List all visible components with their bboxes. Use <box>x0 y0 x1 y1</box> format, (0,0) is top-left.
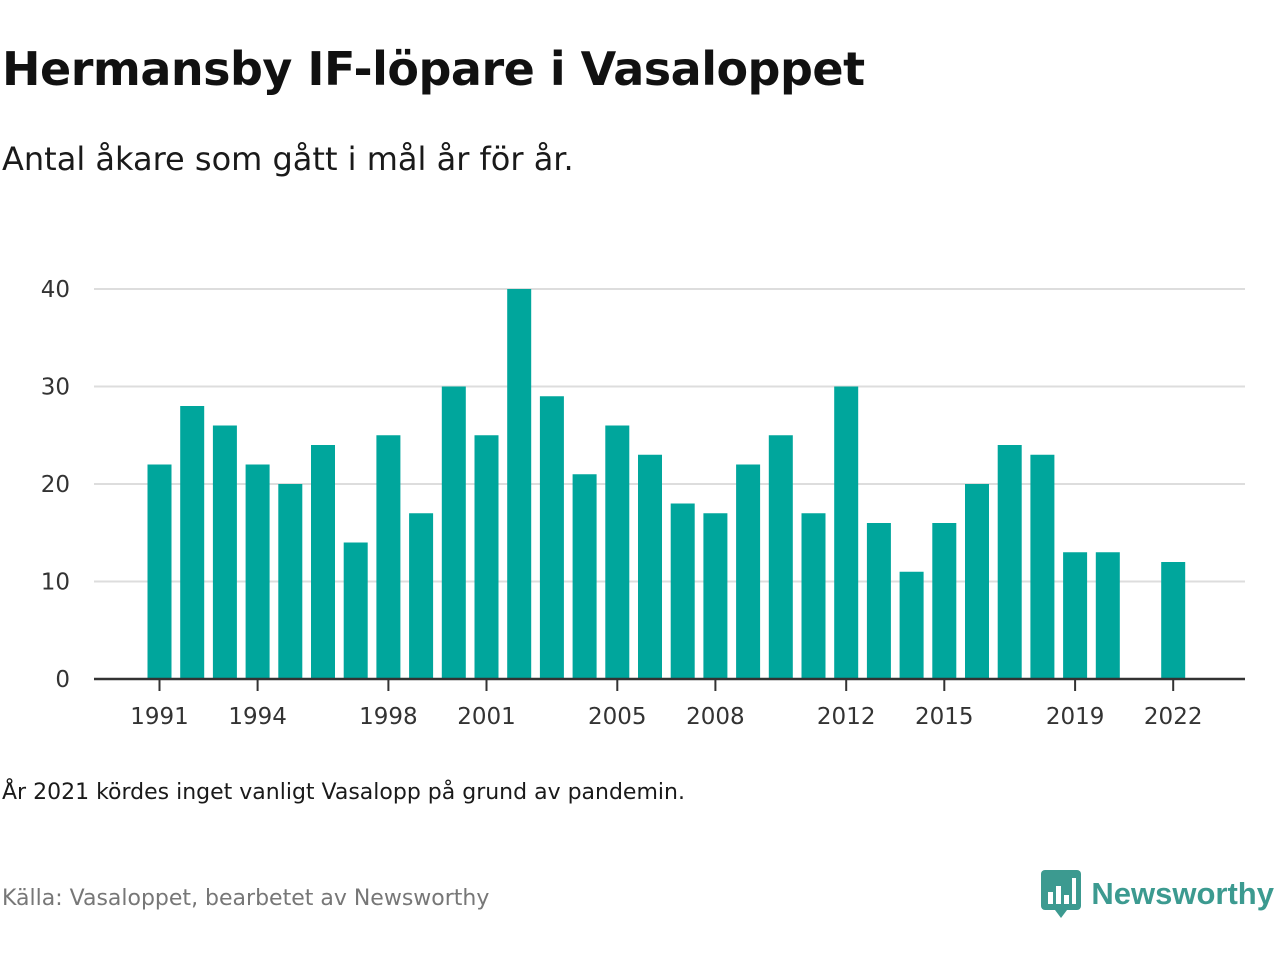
source-note: Källa: Vasaloppet, bearbetet av Newswort… <box>2 886 490 911</box>
bar-2009 <box>736 464 761 679</box>
bar-2008 <box>703 513 728 679</box>
bar-2006 <box>638 454 662 679</box>
brand-name: Newsworthy <box>1091 876 1274 911</box>
bar-1997 <box>343 542 368 679</box>
x-tick-label-2019: 2019 <box>1046 704 1105 730</box>
bar-2017 <box>997 445 1022 679</box>
y-tick-label-40: 40 <box>41 277 70 303</box>
y-tick-label-10: 10 <box>41 570 70 596</box>
x-tick-label-1991: 1991 <box>130 704 189 730</box>
x-tick-label-1994: 1994 <box>228 704 287 730</box>
bar-2019 <box>1063 552 1088 679</box>
axes: 0 10 20 30 40 1991 1994 1998 2001 2005 2008 2012 201… <box>41 277 1245 730</box>
bar-1991 <box>147 464 172 679</box>
bar-2015 <box>932 523 957 679</box>
y-tick-label-30: 30 <box>41 375 70 401</box>
y-tick-label-0: 0 <box>55 667 70 693</box>
newsworthy-brand: Newsworthy <box>1041 870 1274 918</box>
chart-subtitle: Antal åkare som gått i mål år för år. <box>2 140 574 178</box>
bar-2004 <box>572 474 597 679</box>
bar-2013 <box>866 523 891 679</box>
bar-2020 <box>1095 552 1120 679</box>
y-tick-label-20: 20 <box>41 472 70 498</box>
bars <box>147 289 1186 679</box>
bar-2014 <box>899 571 924 679</box>
bar-1993 <box>212 425 237 679</box>
bar-2003 <box>539 396 564 679</box>
x-tick-label-2022: 2022 <box>1144 704 1203 730</box>
bar-1995 <box>278 484 303 679</box>
bar-2016 <box>965 484 989 679</box>
bar-2010 <box>768 435 793 679</box>
bar-1996 <box>311 445 335 679</box>
bar-2007 <box>670 503 695 679</box>
bar-2005 <box>605 425 630 679</box>
bar-1994 <box>245 464 270 679</box>
x-tick-label-2012: 2012 <box>817 704 876 730</box>
x-tick-label-2001: 2001 <box>457 704 516 730</box>
bar-2000 <box>441 386 466 679</box>
bar-2001 <box>474 435 499 679</box>
bar-1998 <box>376 435 401 679</box>
x-tick-label-2015: 2015 <box>915 704 974 730</box>
chart-title: Hermansby IF-löpare i Vasaloppet <box>2 42 865 96</box>
bar-1992 <box>180 406 205 679</box>
bar-2022 <box>1161 562 1186 679</box>
bar-chart: 0 10 20 30 40 1991 1994 1998 2001 2005 2008 2012 201… <box>41 277 1245 730</box>
bar-2012 <box>834 386 859 679</box>
bar-2011 <box>801 513 826 679</box>
newsworthy-logo-icon <box>1041 870 1082 918</box>
footnote: År 2021 kördes inget vanligt Vasalopp på… <box>2 780 685 805</box>
bar-2002 <box>507 289 532 679</box>
x-tick-label-2008: 2008 <box>686 704 745 730</box>
x-tick-label-1998: 1998 <box>359 704 418 730</box>
bar-2018 <box>1030 454 1055 679</box>
bar-1999 <box>409 513 434 679</box>
x-tick-label-2005: 2005 <box>588 704 647 730</box>
